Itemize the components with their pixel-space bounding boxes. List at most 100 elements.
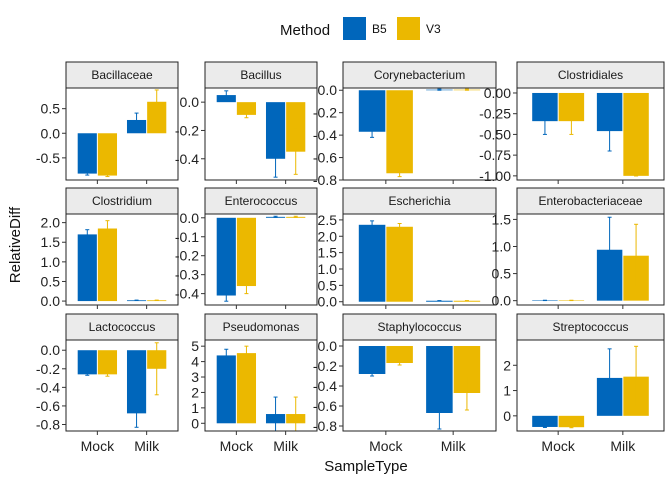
y-tick-label: -0.4 (313, 378, 337, 394)
facet-panels: Bacillaceae -0.5 0.0 0.5 Bacillus 0.0 -0.2 -0.4… (36, 61, 665, 454)
y-tick-label: -0.4 (313, 127, 337, 143)
y-tick-label: 0.5 (41, 273, 61, 289)
facet-strip-title: Enterococcus (225, 194, 298, 208)
y-tick-label: 5 (191, 338, 199, 354)
facet-strip (516, 313, 665, 341)
facet-strip (342, 187, 497, 215)
panel-border (65, 339, 179, 432)
bar (358, 90, 386, 132)
bar (77, 234, 97, 302)
y-tick-label: -0.2 (175, 248, 199, 264)
y-tick-label: 1 (191, 400, 199, 416)
bar (77, 133, 97, 174)
facet-strip-title: Staphylococcus (377, 320, 461, 334)
y-tick-label: -0.5 (36, 150, 60, 166)
y-tick-label: 1 (503, 383, 511, 399)
x-tick-label: Mock (220, 438, 254, 454)
y-tick-label: -0.6 (313, 150, 337, 166)
bar (623, 92, 649, 176)
y-tick-label: -0.8 (313, 418, 337, 434)
panel-border (65, 213, 179, 306)
bar (265, 102, 286, 159)
x-tick-label: Milk (441, 438, 467, 454)
facet-strip-title: Escherichia (388, 194, 450, 208)
facet-strip-title: Lactococcus (89, 320, 156, 334)
y-tick-label: 2 (503, 357, 511, 373)
y-tick-label: 0.5 (492, 266, 512, 282)
y-tick-label: -1.00 (479, 168, 511, 184)
x-tick-label: Mock (541, 438, 575, 454)
y-tick-label: -0.1 (175, 229, 199, 245)
facet-strip-title: Clostridium (92, 194, 152, 208)
y-tick-label: 0.0 (41, 293, 61, 309)
y-tick-label: -0.8 (36, 417, 60, 433)
bar (126, 350, 147, 414)
x-tick-label: Mock (369, 438, 403, 454)
facet-panel: Bacillus 0.0 -0.2 -0.4 (175, 61, 318, 184)
facet-strip-title: Bacillus (240, 68, 281, 82)
y-tick-label: 1.5 (318, 245, 338, 261)
bar (77, 350, 97, 375)
y-tick-label: 2 (191, 384, 199, 400)
y-tick-label: 0.0 (318, 338, 338, 354)
x-tick-label: Milk (610, 438, 636, 454)
facet-panel: Enterobacteriaceae 0.0 0.5 1.0 1.5 (492, 187, 665, 309)
bar (236, 353, 257, 424)
y-tick-label: 4 (191, 354, 199, 370)
y-tick-label: -0.4 (36, 379, 60, 395)
bar (97, 133, 118, 176)
facet-panel: Clostridiales 0.00 -0.25 -0.50 -0.75 -1.00 (479, 61, 665, 184)
y-tick-label: -0.2 (313, 358, 337, 374)
legend-label-b5: B5 (372, 22, 387, 36)
y-tick-label: -0.6 (36, 398, 60, 414)
facet-strip-title: Bacillaceae (91, 68, 153, 82)
x-tick-label: Milk (273, 438, 299, 454)
y-tick-label: 0.0 (41, 125, 61, 141)
y-tick-label: 1.5 (492, 211, 512, 227)
bar (286, 102, 306, 152)
y-tick-label: 2.0 (318, 228, 338, 244)
panel-border (516, 213, 665, 306)
y-tick-label: 2.5 (318, 212, 338, 228)
x-tick-label: Milk (134, 438, 160, 454)
bar (97, 350, 118, 375)
facet-strip-title: Corynebacterium (374, 68, 465, 82)
y-tick-label: -0.75 (479, 147, 511, 163)
y-tick-label: -0.2 (175, 122, 199, 138)
panel-border (204, 339, 318, 432)
facet-panel: Staphylococcus 0.0 -0.2 -0.4 -0.6 -0.8 Mock Mil… (313, 313, 497, 454)
facet-panel: Escherichia 0.00.51.01.52.02.5 (318, 187, 497, 310)
facet-panel: Corynebacterium 0.0 -0.2 -0.4 -0.6 -0.8 (313, 61, 497, 188)
facet-panel: Streptococcus 0 1 2 Mock Milk (503, 313, 665, 454)
bar (532, 415, 558, 427)
bar (358, 346, 386, 374)
y-tick-label: 0.0 (318, 82, 338, 98)
y-tick-label: 0.5 (41, 101, 61, 117)
panel-border (65, 87, 179, 181)
y-tick-label: 1.0 (492, 239, 512, 255)
bar (386, 346, 413, 363)
y-tick-label: 1.5 (41, 234, 61, 250)
facet-strip (65, 187, 179, 215)
y-tick-label: -0.50 (479, 126, 511, 142)
y-tick-label: -0.4 (175, 286, 199, 302)
facet-strip (204, 187, 318, 215)
y-tick-label: -0.6 (313, 398, 337, 414)
panel-border (204, 87, 318, 181)
legend: Method B5 V3 (280, 17, 441, 40)
facet-strip (342, 61, 497, 89)
legend-key-v3 (397, 17, 420, 40)
facet-strip-title: Enterobacteriaceae (538, 194, 642, 208)
bar (358, 224, 386, 302)
y-tick-label: -0.4 (175, 151, 199, 167)
facet-strip (342, 313, 497, 341)
panel-border (204, 213, 318, 306)
y-tick-label: 1.0 (41, 254, 61, 270)
facet-strip-title: Clostridiales (558, 68, 623, 82)
facet-panel: Bacillaceae -0.5 0.0 0.5 (36, 61, 179, 184)
facet-strip (65, 61, 179, 89)
facet-strip (204, 313, 318, 341)
y-tick-label: 0.0 (41, 342, 61, 358)
